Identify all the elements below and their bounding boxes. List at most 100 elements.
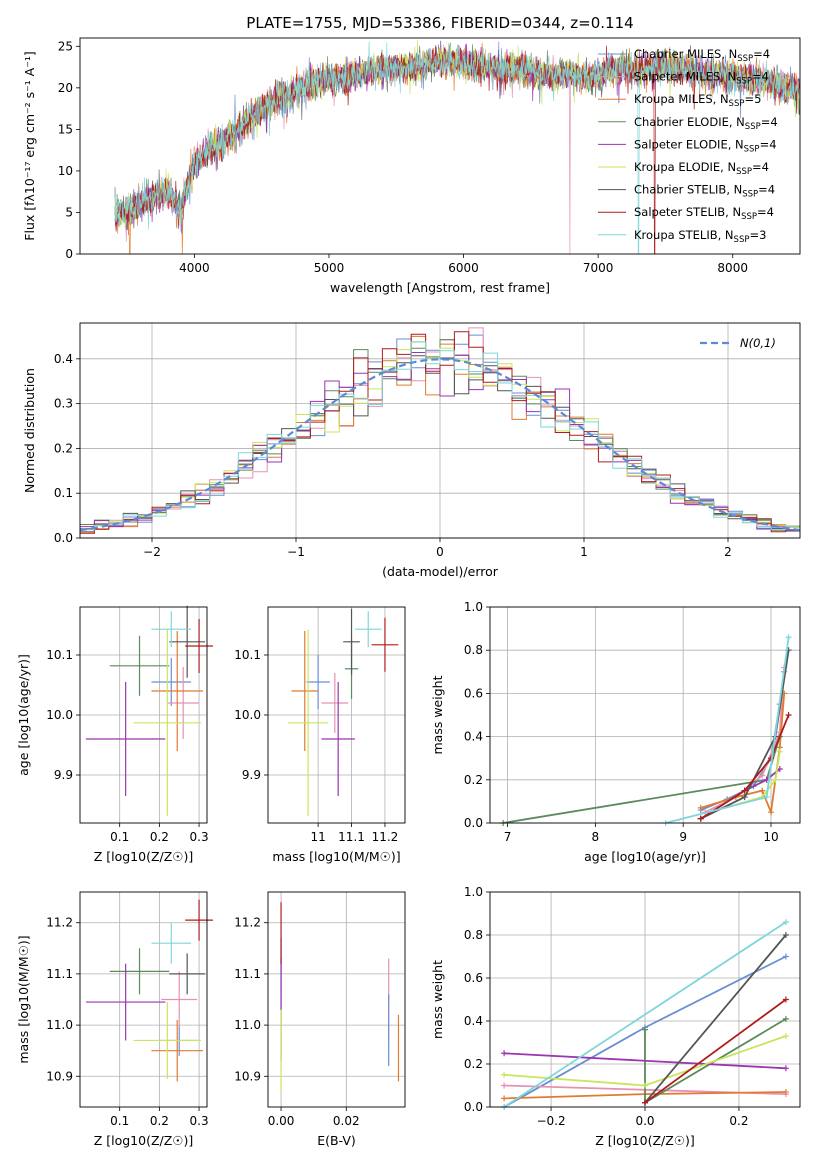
y-tick-label: 0.2 <box>464 1057 483 1071</box>
series-path <box>503 921 787 1107</box>
plus-marker <box>785 634 792 641</box>
errorbar-point <box>321 682 355 796</box>
legend-sub: SSP <box>734 235 750 245</box>
y-tick-label: 10.9 <box>46 1069 73 1083</box>
axes-frame <box>489 606 801 824</box>
y-tick-label: 11.2 <box>46 916 73 930</box>
plus-marker <box>782 1033 789 1040</box>
legend-n: =4 <box>761 115 778 129</box>
plus-marker <box>782 1088 789 1095</box>
x-axis-label: wavelength [Angstrom, rest frame] <box>330 280 550 295</box>
legend-n: =4 <box>752 70 769 84</box>
series-path <box>700 714 790 820</box>
y-tick-label: 0.3 <box>54 397 73 411</box>
legend-entry: Salpeter STELIB, NSSP=4 <box>634 205 774 222</box>
x-tick-label: 11.2 <box>372 830 399 844</box>
y-tick-label: 10.9 <box>234 1069 261 1083</box>
x-tick-label: 0.1 <box>110 1114 129 1128</box>
x-tick-label: 0.2 <box>150 830 169 844</box>
plus-marker <box>501 1082 508 1089</box>
legend-sub: SSP <box>745 122 761 132</box>
errorbar-point <box>161 971 198 1028</box>
y-tick-label: 0.4 <box>464 730 483 744</box>
axes-frame <box>79 891 208 1108</box>
x-axis-label: mass [log10(M/M☉)] <box>272 849 400 864</box>
y-tick-label: 0.6 <box>464 686 483 700</box>
x-tick-label: 11.1 <box>338 830 365 844</box>
errorbar-point <box>343 608 360 675</box>
legend-n: =3 <box>749 228 766 242</box>
y-tick-label: 20 <box>58 81 73 95</box>
x-tick-label: 8 <box>592 830 600 844</box>
y-tick-label: 0.6 <box>464 971 483 985</box>
legend-n: =4 <box>758 183 775 197</box>
legend-name: Kroupa ELODIE, N <box>634 160 736 174</box>
x-tick-label: 0 <box>436 545 444 559</box>
panel-age_vs_Z: 0.1 0.2 0.3 9.9 10.0 10.1 Z [log10(Z/Z☉)] age [… <box>16 605 213 864</box>
legend-entry: Kroupa STELIB, NSSP=3 <box>634 228 766 245</box>
x-tick-label: −2 <box>143 545 161 559</box>
plus-marker <box>642 1026 648 1033</box>
x-axis-label: Z [log10(Z/Z☉)] <box>94 849 194 864</box>
legend-sub: SSP <box>742 190 758 200</box>
y-tick-label: 0.0 <box>464 1100 483 1114</box>
legend-sub: SSP <box>729 99 745 109</box>
plus-marker <box>642 1099 648 1106</box>
x-tick-label: 10 <box>763 830 778 844</box>
chart-title: PLATE=1755, MJD=53386, FIBERID=0344, z=0… <box>246 14 633 32</box>
x-tick-label: 11 <box>310 830 325 844</box>
errorbar-point <box>185 619 213 673</box>
errorbar-point <box>151 922 192 964</box>
plus-marker <box>782 1065 789 1072</box>
legend: N(0,1) <box>700 336 776 350</box>
y-tick-label: 0.8 <box>464 643 483 657</box>
histogram-step <box>80 331 800 534</box>
legend-sub: SSP <box>736 167 752 177</box>
series-path <box>644 998 787 1104</box>
y-axis-label: Flux [fλ10⁻¹⁷ erg cm⁻² s⁻¹ A⁻¹] <box>22 51 37 240</box>
y-tick-label: 1.0 <box>464 885 483 899</box>
plus-marker <box>697 815 704 822</box>
legend-n: =4 <box>760 137 777 151</box>
plus-marker <box>759 787 766 794</box>
errorbar-point <box>133 629 202 816</box>
errorbar-point <box>167 667 200 739</box>
legend-entry: Chabrier ELODIE, NSSP=4 <box>634 115 778 132</box>
errorbar-point <box>109 635 170 696</box>
y-tick-label: 0 <box>65 247 73 261</box>
y-tick-label: 10 <box>58 164 73 178</box>
legend-n: =4 <box>752 160 769 174</box>
series-line <box>501 1033 789 1089</box>
x-tick-label: 0.1 <box>110 830 129 844</box>
errorbar-point <box>354 611 382 648</box>
legend-sub: SSP <box>737 54 753 64</box>
y-tick-label: 11.1 <box>234 967 261 981</box>
series-path <box>644 934 787 1104</box>
legend-name: Kroupa MILES, N <box>634 92 729 106</box>
y-tick-label: 10.0 <box>46 708 73 722</box>
legend-name: Chabrier ELODIE, N <box>634 115 745 129</box>
y-axis-label: age [log10(age/yr)] <box>16 654 31 776</box>
legend-sub: SSP <box>736 77 752 87</box>
y-tick-label: 10.0 <box>234 708 261 722</box>
x-tick-label: 5000 <box>314 261 345 275</box>
y-axis-label: Normed distribution <box>22 368 37 493</box>
plus-marker <box>501 1071 508 1078</box>
plus-marker <box>759 772 766 779</box>
x-tick-label: 0.2 <box>150 1114 169 1128</box>
y-tick-label: 0.0 <box>54 531 73 545</box>
legend-name: Kroupa STELIB, N <box>634 228 734 242</box>
axes-frame <box>79 37 801 255</box>
plus-marker <box>772 776 779 783</box>
x-tick-label: 8000 <box>717 261 748 275</box>
x-axis-label: Z [log10(Z/Z☉)] <box>94 1133 194 1148</box>
legend-entry: Kroupa ELODIE, NSSP=4 <box>634 160 769 177</box>
legend-entry: Salpeter MILES, NSSP=4 <box>634 70 769 87</box>
legend-n: =4 <box>753 47 770 61</box>
x-axis-label: Z [log10(Z/Z☉)] <box>595 1133 695 1148</box>
errorbar-point <box>151 1019 204 1082</box>
plus-marker <box>697 804 704 811</box>
y-tick-label: 15 <box>58 122 73 136</box>
y-tick-label: 9.9 <box>54 768 73 782</box>
